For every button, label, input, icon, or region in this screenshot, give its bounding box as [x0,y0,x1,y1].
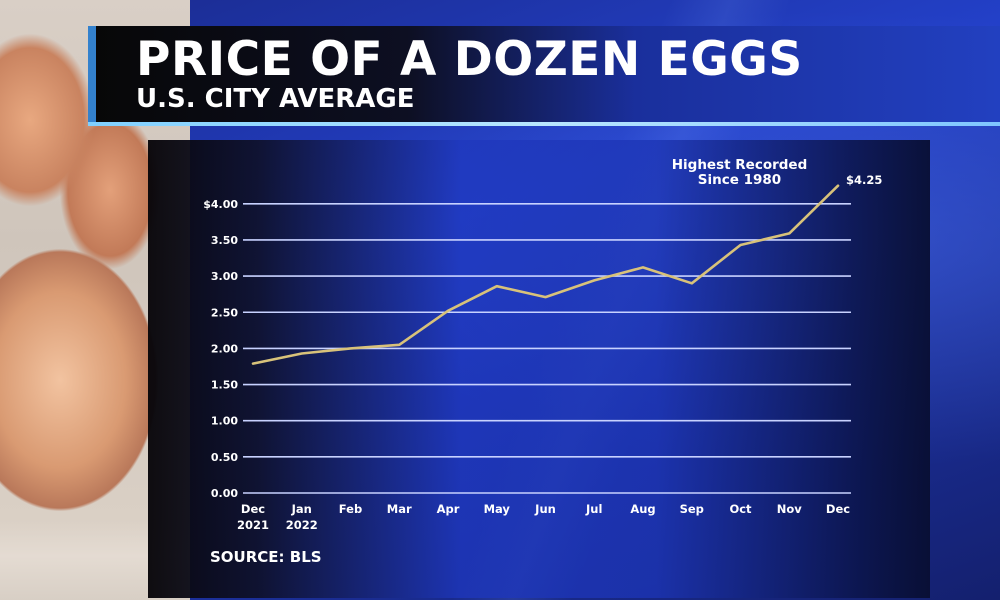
x-tick-label: 2022 [286,518,318,532]
y-tick-label: 3.00 [211,270,238,283]
x-tick-label: Mar [387,502,412,516]
x-tick-label: Feb [339,502,362,516]
y-tick-label: 1.00 [211,415,238,428]
x-tick-label: Dec [826,502,850,516]
x-tick-label: 2021 [237,518,269,532]
x-tick-label: Sep [680,502,704,516]
x-axis-ticks: Dec 2021 Jan 2022 Feb Mar Apr May Jun Jul Aug Sep Oc… [237,502,850,532]
title-bar: PRICE OF A DOZEN EGGS U.S. CITY AVERAGE [88,26,1000,126]
title-accent-bottom [88,122,1000,126]
y-tick-label: 1.50 [211,379,238,392]
x-tick-label: Dec [241,502,265,516]
chart-panel [148,140,930,598]
y-tick-label: 2.00 [211,342,238,355]
gridlines [243,203,851,494]
y-axis-ticks: 0.00 0.50 1.00 1.50 2.00 2.50 3.00 3.50 $4.00 [203,198,238,500]
x-tick-label: Jan [291,502,312,516]
x-tick-label: Jun [534,502,556,516]
x-tick-label: Jul [585,502,602,516]
record-annotation: Highest Recorded Since 1980 [662,158,817,188]
title-accent-left [88,26,96,122]
y-tick-label: 2.50 [211,306,238,319]
y-tick-label: $4.00 [203,198,238,211]
y-tick-label: 0.50 [211,451,238,464]
x-tick-label: May [484,502,511,516]
final-value-label: $4.25 [846,173,883,187]
x-tick-label: Nov [777,502,803,516]
x-tick-label: Oct [729,502,752,516]
annotation-line-1: Highest Recorded [671,157,808,173]
page-title: PRICE OF A DOZEN EGGS [136,32,803,87]
y-tick-label: 0.00 [211,487,238,500]
x-tick-label: Apr [437,502,460,516]
annotation-line-2: Since 1980 [697,172,782,188]
source-label: SOURCE: BLS [210,548,322,566]
x-tick-label: Aug [630,502,655,516]
page-subtitle: U.S. CITY AVERAGE [136,84,415,114]
price-line [251,184,840,365]
y-tick-label: 3.50 [211,234,238,247]
